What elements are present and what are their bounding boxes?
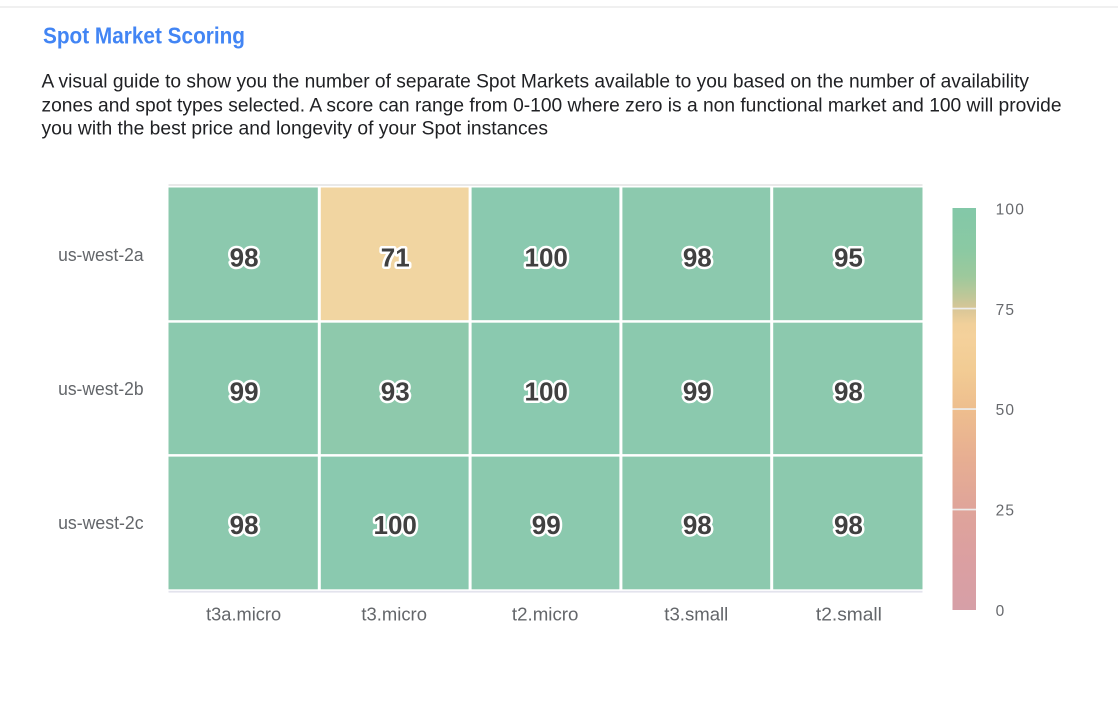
- svg-text:95: 95: [834, 242, 863, 272]
- svg-text:99: 99: [230, 376, 259, 406]
- svg-text:98: 98: [834, 376, 863, 406]
- svg-text:0: 0: [996, 603, 1006, 620]
- svg-text:75: 75: [996, 302, 1016, 319]
- svg-text:100: 100: [374, 510, 417, 540]
- svg-text:us-west-2c: us-west-2c: [58, 513, 144, 533]
- svg-text:98: 98: [230, 510, 259, 540]
- svg-text:us-west-2b: us-west-2b: [58, 379, 144, 399]
- svg-text:t2.micro: t2.micro: [512, 605, 579, 625]
- svg-text:99: 99: [683, 376, 712, 406]
- svg-text:t3.micro: t3.micro: [361, 605, 427, 625]
- svg-text:you with the best price and lo: you with the best price and longevity of…: [42, 118, 549, 139]
- svg-text:98: 98: [834, 510, 863, 540]
- svg-text:50: 50: [996, 402, 1016, 419]
- svg-text:us-west-2a: us-west-2a: [58, 245, 144, 265]
- svg-text:Spot Market Scoring: Spot Market Scoring: [43, 22, 245, 48]
- svg-text:A visual guide to show you the: A visual guide to show you the number of…: [42, 72, 1030, 93]
- svg-text:25: 25: [996, 503, 1016, 520]
- svg-text:99: 99: [532, 510, 561, 540]
- svg-text:t3.small: t3.small: [664, 605, 728, 625]
- svg-text:98: 98: [230, 242, 259, 272]
- svg-text:98: 98: [683, 510, 712, 540]
- svg-text:t3a.micro: t3a.micro: [206, 605, 281, 625]
- svg-text:zones and spot types selected.: zones and spot types selected. A score c…: [42, 95, 1062, 116]
- svg-text:100: 100: [996, 202, 1025, 219]
- svg-text:71: 71: [381, 242, 410, 272]
- svg-text:100: 100: [525, 376, 568, 406]
- svg-text:98: 98: [683, 242, 712, 272]
- svg-text:93: 93: [381, 376, 410, 406]
- svg-text:t2.small: t2.small: [816, 605, 882, 625]
- svg-text:100: 100: [525, 242, 568, 272]
